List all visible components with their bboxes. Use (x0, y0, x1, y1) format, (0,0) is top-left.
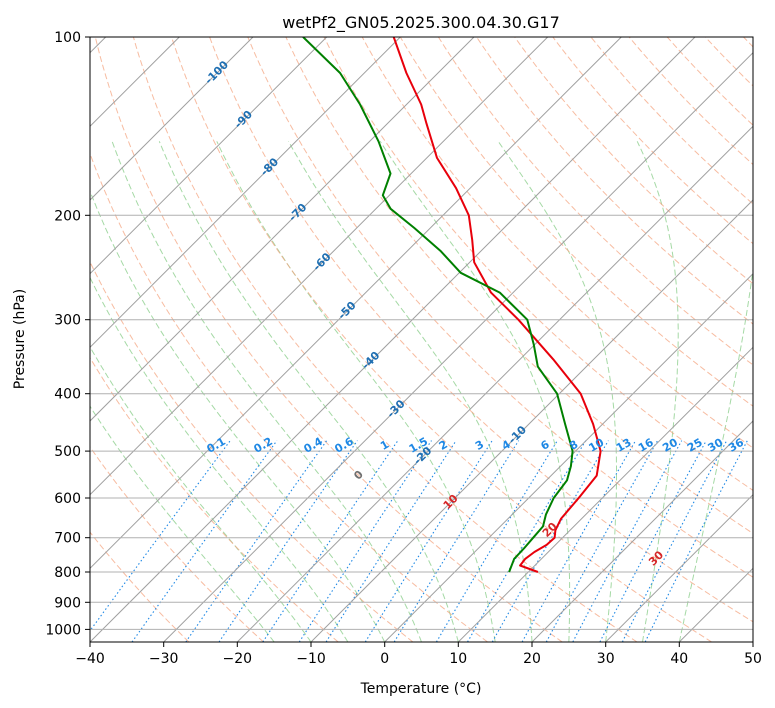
mixing-ratio-line (262, 440, 399, 642)
mixing-ratio-line (467, 440, 587, 642)
y-tick-label: 100 (54, 30, 81, 46)
x-axis-title: Temperature (°C) (360, 681, 482, 697)
y-tick-label: 700 (54, 531, 81, 547)
dry-adiabat-line (90, 356, 339, 642)
x-tick-label: 10 (449, 651, 467, 667)
x-tick-label: −10 (296, 651, 326, 667)
dry-adiabat-line (209, 37, 753, 623)
mixing-ratio-line (521, 440, 637, 642)
x-tick-label: 40 (670, 651, 688, 667)
isotherm-line (90, 37, 254, 201)
y-tick-label: 300 (54, 313, 81, 329)
isotherm-line (90, 37, 549, 496)
isotherm-line (163, 51, 753, 642)
plot-background (90, 37, 753, 642)
mixing-ratio-line (435, 440, 558, 642)
dry-adiabat-line (323, 37, 753, 491)
x-tick-label: 20 (523, 651, 541, 667)
y-axis-title: Pressure (hPa) (12, 289, 28, 389)
x-tick-label: 30 (597, 651, 615, 667)
dry-adiabat-line (437, 37, 753, 366)
dry-adiabat-line (90, 531, 190, 642)
chart-title: wetPf2_GN05.2025.300.04.30.G17 (282, 13, 560, 33)
y-tick-label: 1000 (45, 622, 81, 638)
isotherm-line (531, 420, 753, 642)
isotherm-line (752, 641, 753, 642)
isotherm-line (457, 346, 753, 642)
dry-adiabat-line (285, 37, 753, 535)
y-tick-label: 400 (54, 387, 81, 403)
dry-adiabat-line (90, 260, 414, 642)
mixing-ratio-line (218, 440, 358, 642)
dewpoint-profile-line (302, 37, 574, 573)
y-tick-label: 600 (54, 491, 81, 507)
isotherm-line (90, 37, 475, 422)
isotherm-line (605, 493, 753, 642)
isotherm-line (90, 37, 401, 349)
isotherm-line (90, 37, 328, 275)
mixing-ratio-line (185, 440, 328, 642)
x-tick-label: −30 (149, 651, 179, 667)
mixing-ratio-line (599, 440, 707, 642)
mixing-ratio-line (491, 440, 609, 642)
dry-adiabat-label: 40 (759, 577, 775, 597)
y-tick-label: 800 (54, 565, 81, 581)
mixing-ratio-line (90, 440, 231, 632)
mixing-ratio-line (644, 440, 748, 642)
plot-frame (89, 36, 754, 643)
x-tick-label: −40 (75, 651, 105, 667)
isotherm-line (384, 272, 753, 642)
isotherm-line (236, 125, 753, 642)
isotherm-line (310, 199, 753, 642)
mixing-ratio-line (298, 440, 432, 642)
temperature-profile-line (392, 37, 602, 573)
x-tick-label: −20 (223, 651, 253, 667)
mixing-ratio-line (131, 440, 278, 642)
x-tick-label: 50 (744, 651, 762, 667)
isotherm-line (90, 37, 696, 642)
y-tick-label: 900 (54, 595, 81, 611)
isotherm-line (90, 37, 622, 570)
x-tick-label: 0 (380, 651, 389, 667)
dry-adiabat-line (247, 37, 753, 578)
dry-adiabat-line (132, 37, 638, 642)
mixing-ratio-line (393, 440, 520, 642)
y-tick-label: 200 (54, 208, 81, 224)
dry-adiabat-line (399, 37, 753, 407)
dry-adiabat-line (94, 37, 563, 642)
y-tick-label: 500 (54, 444, 81, 460)
